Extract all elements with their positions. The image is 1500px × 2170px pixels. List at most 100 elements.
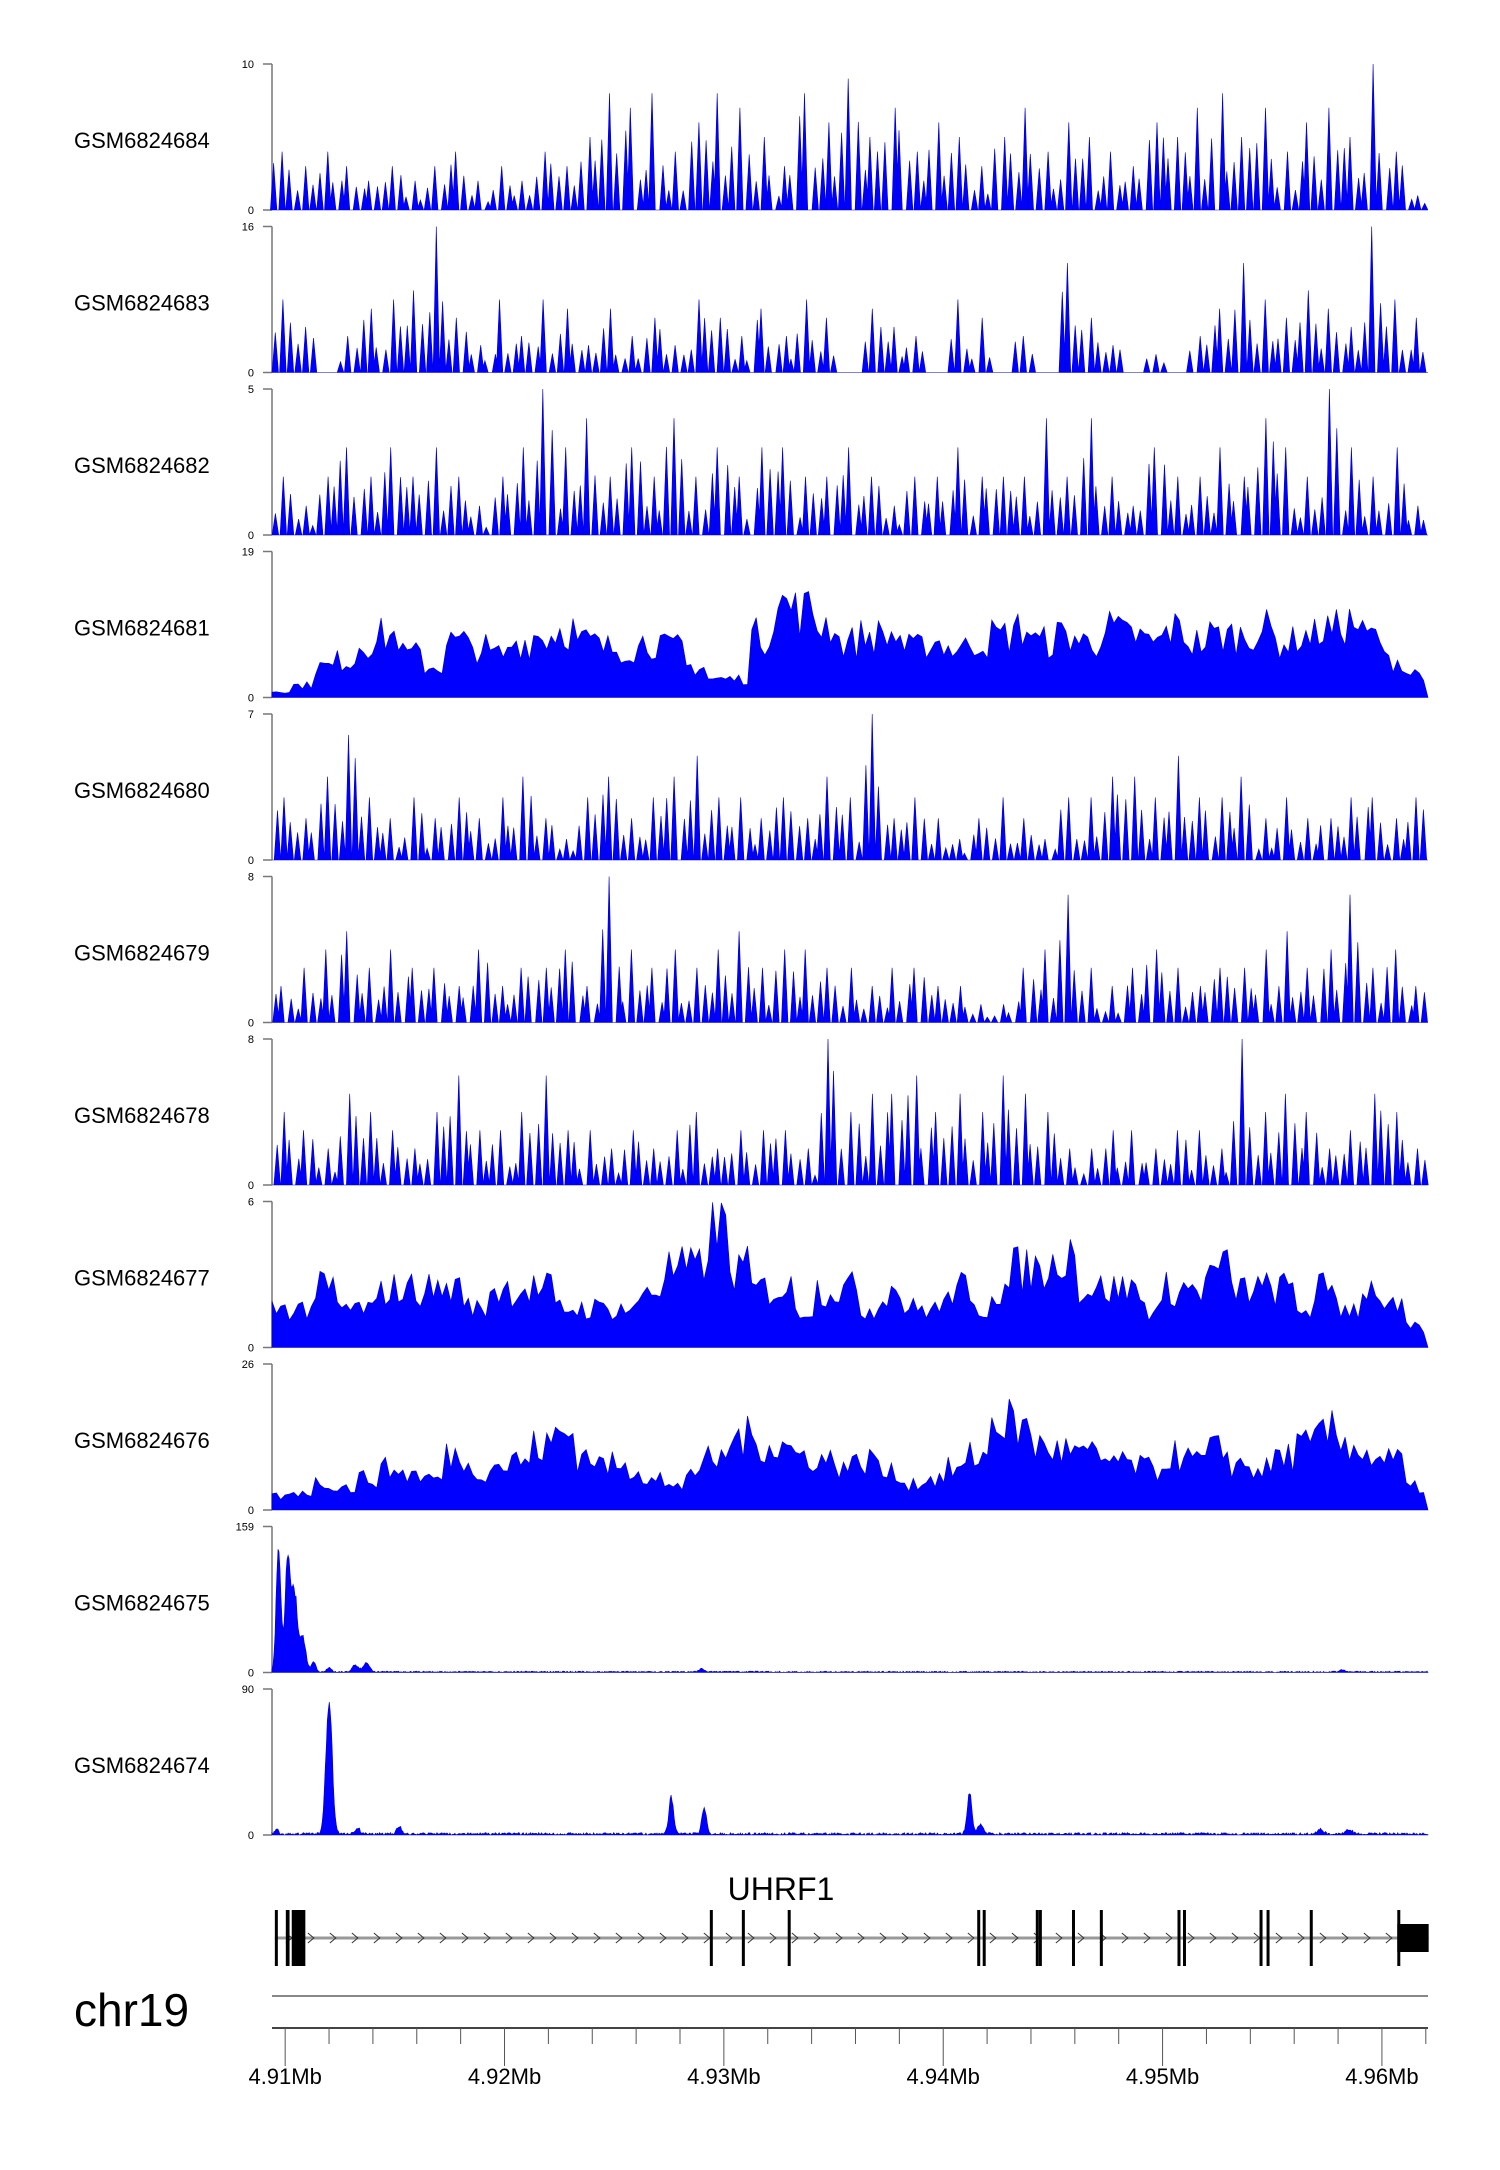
strand-arrow-icon <box>747 1932 755 1944</box>
strand-arrow-icon <box>1121 1932 1129 1944</box>
strand-arrow-icon <box>1341 1932 1349 1944</box>
strand-arrow-icon <box>395 1932 403 1944</box>
y-min-label: 0 <box>248 1830 254 1842</box>
strand-arrow-icon <box>945 1932 953 1944</box>
strand-arrow-icon <box>505 1932 513 1944</box>
strand-arrow-icon <box>857 1932 865 1944</box>
y-max-label: 19 <box>242 547 254 559</box>
exon <box>1099 1910 1103 1966</box>
strand-arrow-icon <box>1187 1932 1195 1944</box>
track-label: GSM6824681 <box>74 616 210 641</box>
track-GSM6824681: GSM6824681 19 0 <box>74 547 1429 705</box>
y-max-label: 90 <box>242 1684 254 1696</box>
track-label: GSM6824684 <box>74 128 210 153</box>
y-min-label: 0 <box>248 1343 254 1355</box>
exon <box>1182 1910 1186 1966</box>
y-max-label: 5 <box>248 384 254 396</box>
strand-arrow-icon <box>1319 1932 1327 1944</box>
strand-arrow-icon <box>637 1932 645 1944</box>
strand-arrow-icon <box>439 1932 447 1944</box>
strand-arrow-icon <box>1385 1932 1393 1944</box>
chromosome-label: chr19 <box>74 1984 189 2036</box>
x-tick-label: 4.92Mb <box>468 2064 541 2089</box>
track-GSM6824679: GSM6824679 8 0 <box>74 872 1428 1030</box>
track-label: GSM6824680 <box>74 778 210 803</box>
strand-arrow-icon <box>1011 1932 1019 1944</box>
coverage-area <box>271 388 1428 536</box>
y-min-label: 0 <box>248 855 254 867</box>
y-max-label: 7 <box>248 709 254 721</box>
strand-arrow-icon <box>549 1932 557 1944</box>
track-GSM6824683: GSM6824683 16 0 <box>74 222 1428 380</box>
exon <box>1309 1910 1313 1966</box>
exon <box>1397 1910 1401 1966</box>
y-max-label: 10 <box>242 59 254 71</box>
coverage-tracks: GSM6824684100GSM6824683160GSM682468250GS… <box>74 59 1429 1842</box>
strand-arrow-icon <box>1055 1932 1063 1944</box>
strand-arrow-icon <box>967 1932 975 1944</box>
strand-arrow-icon <box>329 1932 337 1944</box>
gene-track: UHRF1 <box>274 1871 1429 1966</box>
exon <box>1177 1910 1181 1966</box>
exon <box>1259 1910 1263 1966</box>
strand-arrow-icon <box>835 1932 843 1944</box>
strand-arrow-icon <box>923 1932 931 1944</box>
strand-arrow-icon <box>615 1932 623 1944</box>
strand-arrow-icon <box>1209 1932 1217 1944</box>
exon <box>709 1910 713 1966</box>
exon <box>285 1910 290 1966</box>
x-tick-label: 4.93Mb <box>687 2064 760 2089</box>
track-label: GSM6824683 <box>74 291 210 316</box>
strand-arrow-icon <box>681 1932 689 1944</box>
strand-arrow-icon <box>571 1932 579 1944</box>
strand-arrow-icon <box>373 1932 381 1944</box>
coverage-area <box>271 591 1429 698</box>
y-min-label: 0 <box>248 1668 254 1680</box>
track-label: GSM6824674 <box>74 1753 210 1778</box>
x-tick-label: 4.95Mb <box>1126 2064 1199 2089</box>
strand-arrow-icon <box>1363 1932 1371 1944</box>
strand-arrow-icon <box>879 1932 887 1944</box>
strand-arrow-icon <box>813 1932 821 1944</box>
strand-arrow-icon <box>769 1932 777 1944</box>
y-max-label: 6 <box>248 1197 254 1209</box>
y-max-label: 16 <box>242 222 254 234</box>
strand-arrow-icon <box>1077 1932 1085 1944</box>
exon <box>274 1910 278 1966</box>
track-label: GSM6824682 <box>74 453 210 478</box>
exon <box>1035 1910 1039 1966</box>
strand-arrow-icon <box>461 1932 469 1944</box>
y-min-label: 0 <box>248 1018 254 1030</box>
exon <box>1071 1910 1075 1966</box>
y-max-label: 8 <box>248 1034 254 1046</box>
exon <box>291 1910 306 1966</box>
coverage-area <box>272 713 1428 861</box>
y-min-label: 0 <box>248 693 254 705</box>
coverage-area <box>271 1549 1429 1673</box>
x-tick-label: 4.96Mb <box>1345 2064 1418 2089</box>
coverage-area <box>271 1202 1429 1348</box>
strand-arrow-icon <box>417 1932 425 1944</box>
strand-arrow-icon <box>483 1932 491 1944</box>
strand-arrow-icon <box>351 1932 359 1944</box>
y-min-label: 0 <box>248 205 254 217</box>
exon <box>977 1910 981 1966</box>
track-label: GSM6824675 <box>74 1591 210 1616</box>
exon <box>1038 1910 1042 1966</box>
coverage-area <box>272 1038 1429 1186</box>
strand-arrow-icon <box>527 1932 535 1944</box>
strand-arrow-icon <box>1275 1932 1283 1944</box>
coverage-area <box>271 1701 1429 1836</box>
track-GSM6824684: GSM6824684 10 0 <box>74 59 1429 217</box>
track-label: GSM6824678 <box>74 1103 210 1128</box>
strand-arrow-icon <box>1297 1932 1305 1944</box>
strand-arrow-icon <box>1231 1932 1239 1944</box>
exon <box>982 1910 986 1966</box>
strand-arrow-icon <box>593 1932 601 1944</box>
exon <box>787 1910 791 1966</box>
y-max-label: 26 <box>242 1359 254 1371</box>
strand-arrow-icon <box>901 1932 909 1944</box>
strand-arrow-icon <box>989 1932 997 1944</box>
track-GSM6824682: GSM6824682 5 0 <box>74 384 1428 542</box>
track-GSM6824675: GSM6824675 159 0 <box>74 1522 1429 1680</box>
